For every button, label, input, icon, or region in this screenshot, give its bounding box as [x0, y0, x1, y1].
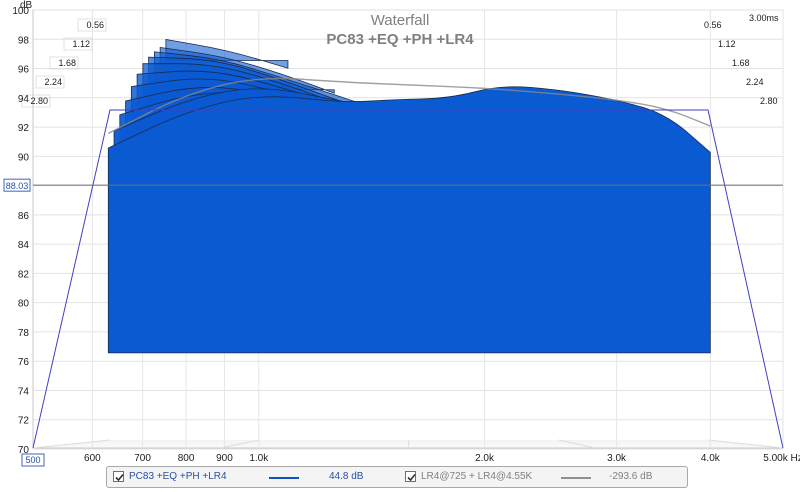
time-tick-box	[49, 56, 79, 70]
legend-swatch-series-1	[269, 477, 299, 479]
x-tick-label: 800	[178, 453, 195, 464]
y-tick-label: 82	[18, 269, 30, 280]
chart-axes: 7072747678808284868890929496981006007008…	[3, 6, 800, 467]
time-tick-box	[77, 18, 107, 32]
time-tick-right: 2.24	[746, 77, 764, 87]
y-tick-label: 80	[18, 299, 30, 310]
legend: PC83 +EQ +PH +LR4 44.8 dB LR4@725 + LR4@…	[106, 466, 688, 488]
y-tick-label: 84	[18, 240, 30, 251]
y-tick-label: 86	[18, 211, 30, 222]
legend-checkbox-series-2[interactable]	[405, 471, 416, 482]
time-tick-right: 1.12	[718, 39, 736, 49]
chart-title: Waterfall	[371, 12, 430, 29]
y-tick-label: 76	[18, 357, 30, 368]
waterfall-slice	[165, 38, 289, 69]
floor-depth-line	[558, 439, 596, 449]
y-tick-label: 94	[18, 94, 30, 105]
x-tick-label: 600	[84, 453, 101, 464]
waterfall-slice	[107, 86, 711, 354]
x-tick-label: 4.0k	[701, 453, 721, 464]
y-tick-label: 90	[18, 152, 30, 163]
x-tick-label: 5.00k Hz	[763, 453, 800, 464]
y-tick-label: 100	[12, 6, 29, 17]
time-tick-box	[63, 37, 93, 51]
time-tick-box	[21, 94, 51, 108]
x-tick-label: 900	[216, 453, 233, 464]
legend-label-series-1: PC83 +EQ +PH +LR4	[129, 471, 227, 482]
y-tick-label: 98	[18, 35, 30, 46]
x-start-box	[21, 453, 45, 467]
time-tick-left: 0.56	[86, 20, 104, 30]
back-plane-outline	[32, 109, 784, 449]
floor-depth-line	[220, 439, 260, 449]
x-tick-label: 700	[134, 453, 151, 464]
floor-depth-line	[407, 439, 410, 449]
floor-depth-line	[707, 439, 784, 449]
floor-depth-line	[32, 439, 111, 449]
legend-swatch-series-2	[561, 477, 591, 479]
x-tick-label: 3.0k	[607, 453, 627, 464]
waterfall-slices	[107, 38, 711, 354]
time-tick-left: 2.80	[30, 96, 48, 106]
time-tick-right: 2.80	[760, 96, 778, 106]
y-tick-label: 70	[18, 445, 30, 456]
time-tick-box	[35, 75, 65, 89]
legend-checkbox-series-1[interactable]	[113, 471, 124, 482]
legend-label-series-2: LR4@725 + LR4@4.55K	[421, 471, 533, 482]
time-tick-right: 1.68	[732, 58, 750, 68]
cursor-value-label: 88.03	[6, 181, 29, 191]
time-end-label: 3.00ms	[749, 13, 779, 23]
y-tick-label: 74	[18, 386, 30, 397]
y-tick-label: 92	[18, 123, 30, 134]
chart-subtitle: PC83 +EQ +PH +LR4	[326, 31, 474, 48]
y-axis-label: dB	[20, 0, 33, 11]
reference-slice	[107, 77, 711, 135]
time-tick-left: 1.68	[58, 58, 76, 68]
legend-value-series-2: -293.6 dB	[609, 471, 653, 482]
time-tick-right: 0.56	[704, 20, 722, 30]
y-tick-label: 72	[18, 416, 30, 427]
x-tick-label: 2.0k	[475, 453, 495, 464]
x-start-label: 500	[25, 455, 40, 465]
y-tick-label: 96	[18, 65, 30, 76]
x-tick-label: 1.0k	[249, 453, 269, 464]
y-tick-label: 78	[18, 328, 30, 339]
cursor-value-box	[3, 178, 31, 192]
time-tick-left: 2.24	[44, 77, 62, 87]
legend-value-series-1: 44.8 dB	[329, 471, 364, 482]
time-tick-left: 1.12	[72, 39, 90, 49]
